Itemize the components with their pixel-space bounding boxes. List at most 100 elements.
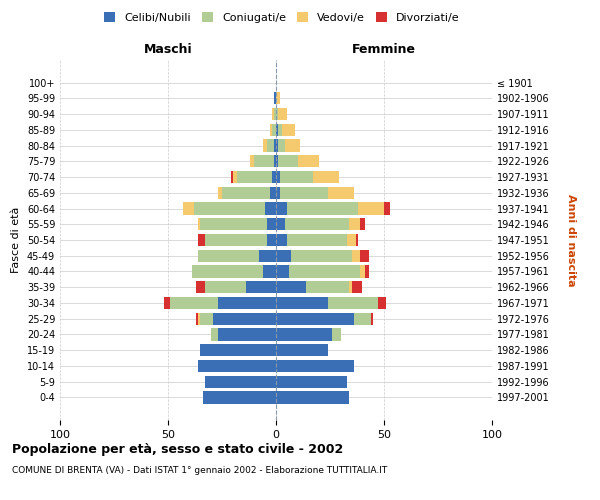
Bar bbox=[233, 171, 237, 183]
Bar bbox=[276, 392, 349, 404]
Bar bbox=[276, 124, 278, 136]
Bar bbox=[328, 186, 354, 199]
Bar bbox=[263, 140, 268, 151]
Bar bbox=[313, 171, 338, 183]
Text: Maschi: Maschi bbox=[143, 42, 193, 56]
Bar bbox=[360, 266, 365, 278]
Bar bbox=[349, 218, 360, 230]
Bar bbox=[278, 155, 298, 168]
Bar bbox=[237, 171, 272, 183]
Bar bbox=[196, 281, 205, 293]
Bar bbox=[332, 328, 341, 340]
Bar bbox=[250, 155, 254, 168]
Text: Popolazione per età, sesso e stato civile - 2002: Popolazione per età, sesso e stato civil… bbox=[12, 442, 343, 456]
Bar bbox=[276, 108, 278, 120]
Bar bbox=[276, 281, 306, 293]
Bar bbox=[284, 140, 300, 151]
Bar bbox=[246, 281, 276, 293]
Bar bbox=[276, 186, 280, 199]
Bar bbox=[259, 250, 276, 262]
Text: Femmine: Femmine bbox=[352, 42, 416, 56]
Bar bbox=[276, 140, 278, 151]
Bar bbox=[371, 312, 373, 325]
Bar bbox=[268, 140, 274, 151]
Bar bbox=[205, 281, 246, 293]
Bar bbox=[287, 202, 358, 214]
Bar bbox=[276, 360, 354, 372]
Bar bbox=[289, 266, 360, 278]
Bar bbox=[269, 124, 272, 136]
Bar bbox=[352, 281, 362, 293]
Bar bbox=[278, 124, 283, 136]
Bar bbox=[274, 140, 276, 151]
Bar bbox=[347, 234, 356, 246]
Bar bbox=[278, 108, 287, 120]
Bar bbox=[276, 171, 280, 183]
Bar bbox=[276, 234, 287, 246]
Bar bbox=[284, 218, 349, 230]
Bar bbox=[276, 250, 291, 262]
Bar bbox=[198, 312, 200, 325]
Bar bbox=[358, 202, 384, 214]
Bar bbox=[230, 171, 233, 183]
Bar bbox=[360, 250, 369, 262]
Bar bbox=[276, 218, 284, 230]
Bar bbox=[276, 344, 328, 356]
Bar bbox=[218, 186, 222, 199]
Bar bbox=[198, 360, 276, 372]
Bar bbox=[298, 155, 319, 168]
Bar bbox=[194, 202, 265, 214]
Bar bbox=[306, 281, 349, 293]
Bar bbox=[272, 171, 276, 183]
Bar bbox=[211, 328, 218, 340]
Bar bbox=[349, 281, 352, 293]
Bar bbox=[377, 297, 386, 309]
Bar bbox=[272, 108, 274, 120]
Bar bbox=[276, 328, 332, 340]
Bar bbox=[283, 124, 295, 136]
Bar bbox=[205, 376, 276, 388]
Bar bbox=[276, 266, 289, 278]
Bar bbox=[276, 312, 354, 325]
Bar bbox=[254, 155, 274, 168]
Bar bbox=[280, 186, 328, 199]
Bar bbox=[170, 297, 218, 309]
Bar bbox=[276, 202, 287, 214]
Bar bbox=[268, 234, 276, 246]
Bar bbox=[263, 266, 276, 278]
Bar bbox=[356, 234, 358, 246]
Bar bbox=[276, 155, 278, 168]
Bar bbox=[200, 218, 268, 230]
Bar bbox=[269, 186, 276, 199]
Bar bbox=[203, 392, 276, 404]
Bar bbox=[200, 344, 276, 356]
Bar bbox=[354, 312, 371, 325]
Bar bbox=[222, 186, 269, 199]
Text: COMUNE DI BRENTA (VA) - Dati ISTAT 1° gennaio 2002 - Elaborazione TUTTITALIA.IT: COMUNE DI BRENTA (VA) - Dati ISTAT 1° ge… bbox=[12, 466, 387, 475]
Bar bbox=[287, 234, 347, 246]
Bar bbox=[218, 297, 276, 309]
Bar bbox=[291, 250, 352, 262]
Bar bbox=[274, 155, 276, 168]
Bar bbox=[384, 202, 391, 214]
Bar bbox=[198, 234, 205, 246]
Bar bbox=[276, 297, 328, 309]
Bar bbox=[214, 312, 276, 325]
Bar bbox=[276, 376, 347, 388]
Bar bbox=[183, 202, 194, 214]
Bar bbox=[360, 218, 365, 230]
Legend: Celibi/Nubili, Coniugati/e, Vedovi/e, Divorziati/e: Celibi/Nubili, Coniugati/e, Vedovi/e, Di… bbox=[100, 8, 464, 28]
Bar bbox=[272, 124, 276, 136]
Bar bbox=[196, 312, 198, 325]
Bar bbox=[276, 92, 280, 104]
Bar bbox=[164, 297, 170, 309]
Bar bbox=[328, 297, 377, 309]
Bar bbox=[274, 92, 276, 104]
Bar bbox=[365, 266, 369, 278]
Bar bbox=[274, 108, 276, 120]
Bar bbox=[205, 234, 268, 246]
Bar bbox=[268, 218, 276, 230]
Y-axis label: Anni di nascita: Anni di nascita bbox=[566, 194, 577, 286]
Bar bbox=[192, 266, 263, 278]
Bar bbox=[265, 202, 276, 214]
